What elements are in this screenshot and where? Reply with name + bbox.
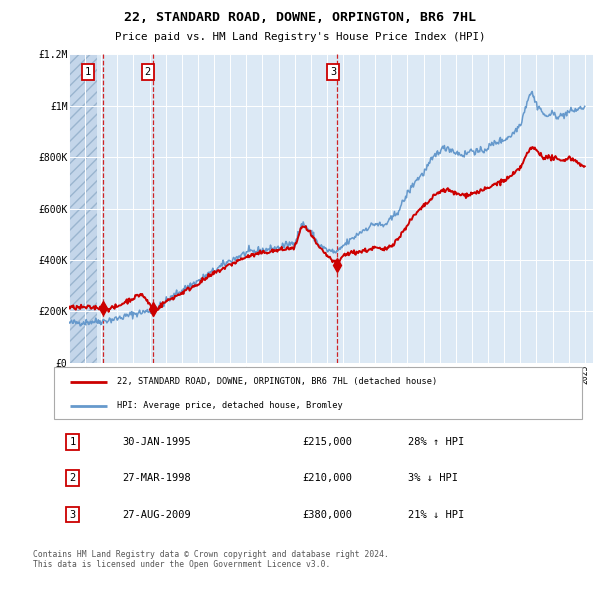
- Text: 2: 2: [145, 67, 151, 77]
- Text: 2: 2: [70, 473, 76, 483]
- Text: 27-AUG-2009: 27-AUG-2009: [122, 510, 191, 520]
- Text: Price paid vs. HM Land Registry's House Price Index (HPI): Price paid vs. HM Land Registry's House …: [115, 32, 485, 42]
- Text: 1: 1: [85, 67, 91, 77]
- Text: HPI: Average price, detached house, Bromley: HPI: Average price, detached house, Brom…: [118, 401, 343, 411]
- Text: 22, STANDARD ROAD, DOWNE, ORPINGTON, BR6 7HL: 22, STANDARD ROAD, DOWNE, ORPINGTON, BR6…: [124, 11, 476, 24]
- Text: 27-MAR-1998: 27-MAR-1998: [122, 473, 191, 483]
- Text: £380,000: £380,000: [302, 510, 352, 520]
- Bar: [69, 54, 97, 363]
- Text: 22, STANDARD ROAD, DOWNE, ORPINGTON, BR6 7HL (detached house): 22, STANDARD ROAD, DOWNE, ORPINGTON, BR6…: [118, 377, 437, 386]
- Text: 21% ↓ HPI: 21% ↓ HPI: [408, 510, 464, 520]
- Bar: [97, 54, 593, 363]
- Text: 3: 3: [70, 510, 76, 520]
- Text: 30-JAN-1995: 30-JAN-1995: [122, 437, 191, 447]
- Text: £215,000: £215,000: [302, 437, 352, 447]
- FancyBboxPatch shape: [54, 367, 582, 419]
- Text: 3: 3: [330, 67, 337, 77]
- Text: 3% ↓ HPI: 3% ↓ HPI: [408, 473, 458, 483]
- Text: 28% ↑ HPI: 28% ↑ HPI: [408, 437, 464, 447]
- Text: 1: 1: [70, 437, 76, 447]
- Text: £210,000: £210,000: [302, 473, 352, 483]
- Text: Contains HM Land Registry data © Crown copyright and database right 2024.
This d: Contains HM Land Registry data © Crown c…: [33, 550, 389, 569]
